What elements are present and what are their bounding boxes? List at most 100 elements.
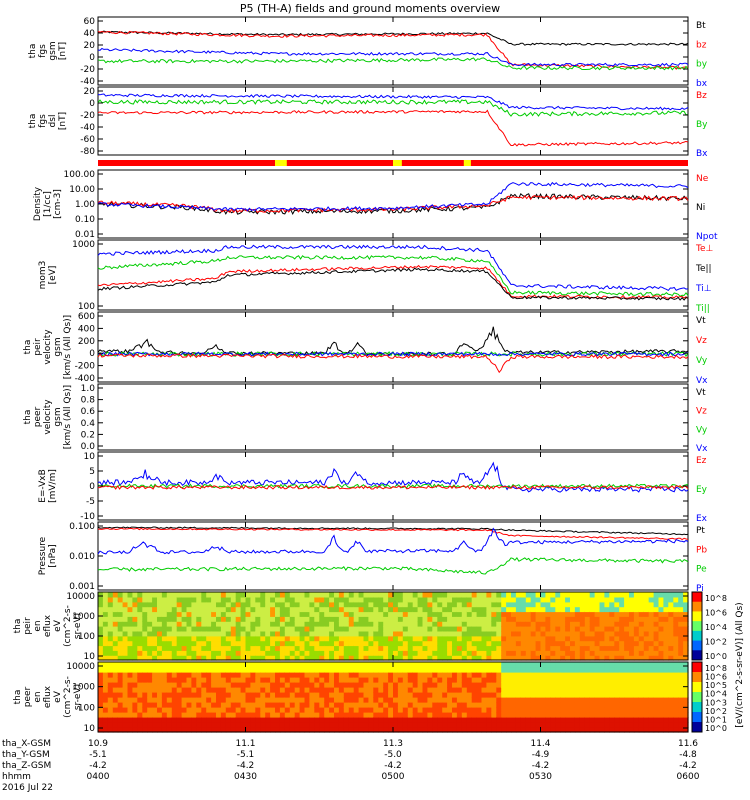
spectrogram-cell: [599, 601, 605, 608]
spectrogram-cell: [176, 650, 183, 656]
spectrogram-cell: [348, 712, 355, 718]
spectrogram-cell: [378, 635, 384, 642]
spectrogram-cell: [314, 650, 320, 656]
spectrogram-cell: [137, 682, 143, 688]
spectrogram-cell: [388, 687, 394, 693]
spectrogram-cell: [486, 611, 492, 617]
spectrogram-cell: [309, 677, 315, 683]
spectrogram-cell: [456, 626, 463, 632]
spectrogram-cell: [638, 697, 645, 703]
spectrogram-cell: [417, 630, 424, 637]
spectrogram-cell: [614, 592, 620, 598]
spectrogram-cell: [289, 635, 296, 642]
spectrogram-cell: [668, 630, 674, 637]
spectrogram-cell: [107, 650, 114, 656]
spectrogram-cell: [402, 672, 409, 678]
spectrogram-cell: [461, 611, 468, 617]
spectrogram-cell: [324, 601, 330, 608]
spectrogram-cell: [196, 655, 202, 661]
spectrogram-cell: [309, 606, 315, 613]
spectrogram-cell: [186, 692, 192, 698]
spectrogram-cell: [338, 626, 345, 632]
spectrogram-cell: [245, 621, 251, 627]
spectrogram-cell: [353, 722, 360, 728]
spectrogram-cell: [535, 601, 542, 608]
spectrogram-cell: [442, 677, 448, 683]
spectrogram-cell: [653, 601, 660, 608]
spectrogram-cell: [304, 645, 310, 651]
spectrogram-cell: [643, 630, 650, 637]
spectrogram-cell: [309, 702, 315, 708]
spectrogram-cell: [442, 626, 448, 632]
spectrogram-cell: [456, 662, 463, 668]
spectrogram-cell: [550, 712, 556, 718]
spectrogram-cell: [609, 692, 615, 698]
spectrogram-cell: [599, 717, 605, 723]
spectrogram-cell: [127, 596, 133, 603]
spectrogram-cell: [324, 616, 330, 622]
spectrogram-cell: [663, 717, 669, 723]
spectrogram-cell: [624, 702, 630, 708]
spectrogram-cell: [152, 655, 158, 661]
spectrogram-cell: [152, 697, 158, 703]
spectrogram-cell: [132, 687, 138, 693]
spectrogram-cell: [422, 592, 428, 598]
spectrogram-cell: [452, 645, 458, 651]
spectrogram-cell: [353, 635, 360, 642]
spectrogram-cell: [388, 702, 394, 708]
spectrogram-cell: [629, 682, 635, 688]
spectrogram-cell: [501, 635, 507, 642]
spectrogram-cell: [363, 635, 369, 642]
spectrogram-cell: [245, 650, 251, 656]
spectrogram-cell: [619, 662, 625, 668]
spectrogram-cell: [230, 645, 237, 651]
spectrogram-cell: [299, 606, 306, 613]
spectrogram-cell: [363, 655, 369, 661]
y-tick-label: 1000: [72, 683, 95, 693]
spectrogram-cell: [437, 630, 443, 637]
spectrogram-cell: [157, 601, 163, 608]
spectrogram-cell: [486, 697, 492, 703]
spectrogram-cell: [550, 717, 556, 723]
spectrogram-cell: [230, 722, 237, 728]
spectrogram-cell: [122, 692, 129, 698]
spectrogram-cell: [520, 596, 527, 603]
spectrogram-cell: [584, 702, 591, 708]
spectrogram-cell: [535, 687, 542, 693]
spectrogram-cell: [284, 722, 291, 728]
spectrogram-cell: [442, 611, 448, 617]
spectrogram-cell: [653, 717, 660, 723]
spectrogram-cell: [216, 702, 222, 708]
spectrogram-cell: [225, 626, 232, 632]
spectrogram-cell: [186, 626, 192, 632]
spectrogram-cell: [250, 682, 256, 688]
spectrogram-cell: [324, 655, 330, 661]
spectrogram-cell: [102, 722, 109, 728]
spectrogram-cell: [594, 677, 601, 683]
spectrogram-cell: [530, 621, 537, 627]
spectrogram-cell: [275, 687, 281, 693]
spectrogram-cell: [383, 601, 389, 608]
spectrogram-cell: [417, 667, 424, 673]
spectrogram-cell: [530, 722, 537, 728]
spectrogram-cell: [604, 687, 610, 693]
spectrogram-cell: [594, 635, 601, 642]
spectrogram-cell: [515, 727, 522, 733]
spectrogram-cell: [442, 662, 448, 668]
spectrogram-cell: [270, 672, 276, 678]
spectrogram-cell: [230, 626, 237, 632]
spectrogram-cell: [614, 717, 620, 723]
spectrogram-cell: [102, 667, 109, 673]
spectrogram-cell: [157, 712, 163, 718]
spectrogram-cell: [235, 621, 242, 627]
spectrogram-cell: [206, 630, 212, 637]
spectrogram-cell: [122, 682, 129, 688]
spectrogram-cell: [137, 717, 143, 723]
spectrogram-cell: [535, 621, 542, 627]
spectrogram-cell: [358, 616, 365, 622]
spectrogram-cell: [614, 682, 620, 688]
spectrogram-cell: [491, 645, 497, 651]
spectrogram-cell: [442, 702, 448, 708]
spectrogram-cell: [643, 601, 650, 608]
spectrogram-cell: [393, 662, 399, 668]
